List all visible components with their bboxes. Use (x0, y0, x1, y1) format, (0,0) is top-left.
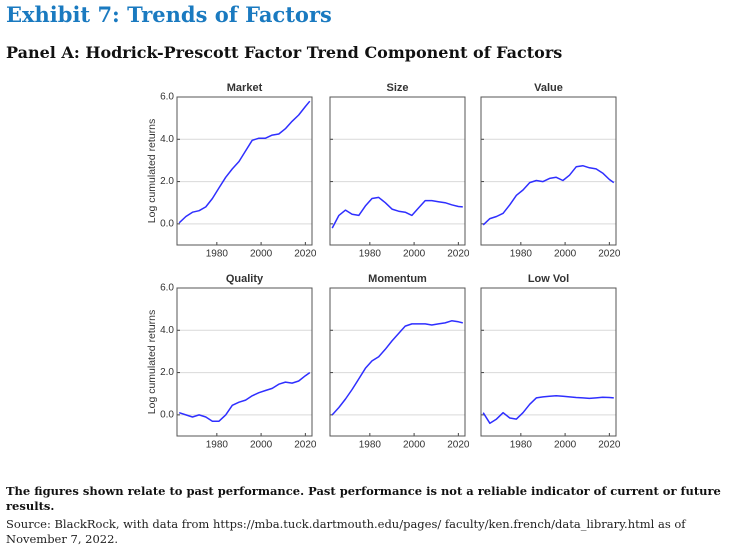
plot-area (177, 288, 312, 436)
factor-line (482, 395, 614, 425)
factor-line (178, 100, 311, 224)
x-tick-label: 2000 (554, 249, 577, 260)
x-tick-label: 2020 (447, 249, 470, 260)
x-tick-label: 2000 (403, 249, 426, 260)
factor-line (178, 371, 311, 422)
x-tick-label: 2020 (294, 249, 317, 260)
panel-title: Low Vol (528, 273, 569, 285)
x-tick-label: 1980 (359, 440, 382, 451)
y-axis-label: Log cumulated returns (146, 119, 158, 223)
factor-line (331, 196, 463, 229)
plot-area (177, 97, 312, 245)
exhibit-title: Exhibit 7: Trends of Factors (6, 2, 332, 27)
panel-title: Panel A: Hodrick-Prescott Factor Trend C… (6, 43, 563, 62)
x-tick-label: 2000 (250, 249, 273, 260)
panel-title: Momentum (368, 273, 427, 285)
plot-frame (329, 96, 466, 246)
disclaimer: The figures shown relate to past perform… (6, 484, 721, 513)
x-tick-label: 1980 (359, 249, 382, 260)
plot-area (330, 288, 465, 436)
panel-title: Quality (226, 273, 264, 285)
plot-frame (480, 96, 617, 246)
y-tick-label: 4.0 (160, 134, 174, 145)
plot-area (481, 97, 616, 245)
y-axis-label: Log cumulated returns (146, 310, 158, 414)
y-tick-label: 4.0 (160, 325, 174, 336)
x-tick-label: 1980 (510, 249, 533, 260)
panel-title: Size (386, 82, 408, 94)
chart-grid: 0.0 2.0 4.0 6.0 1980 2000 2020 Market Log cumula… (146, 82, 621, 451)
y-tick-label: 2.0 (160, 367, 174, 378)
plot-area (330, 97, 465, 245)
panel-title: Market (227, 82, 263, 94)
factor-line (331, 320, 463, 416)
x-tick-label: 2020 (447, 440, 470, 451)
x-tick-label: 2020 (598, 249, 621, 260)
plot-frame (176, 96, 313, 246)
x-tick-label: 2020 (294, 440, 317, 451)
factor-line (482, 164, 615, 226)
y-tick-label: 6.0 (160, 92, 174, 103)
x-tick-label: 2000 (250, 440, 273, 451)
x-tick-label: 1980 (510, 440, 533, 451)
plot-area (481, 288, 616, 436)
x-tick-label: 2000 (554, 440, 577, 451)
x-tick-label: 1980 (206, 249, 229, 260)
plot-frame (480, 287, 617, 437)
x-tick-label: 2000 (403, 440, 426, 451)
x-tick-label: 1980 (206, 440, 229, 451)
y-tick-label: 0.0 (160, 409, 174, 420)
y-tick-label: 2.0 (160, 176, 174, 187)
x-tick-label: 2020 (598, 440, 621, 451)
source: Source: BlackRock, with data from https:… (6, 517, 686, 546)
plot-frame (329, 287, 466, 437)
panel-title: Value (534, 82, 563, 94)
y-tick-label: 6.0 (160, 283, 174, 294)
y-tick-label: 0.0 (160, 218, 174, 229)
plot-frame (176, 287, 313, 437)
